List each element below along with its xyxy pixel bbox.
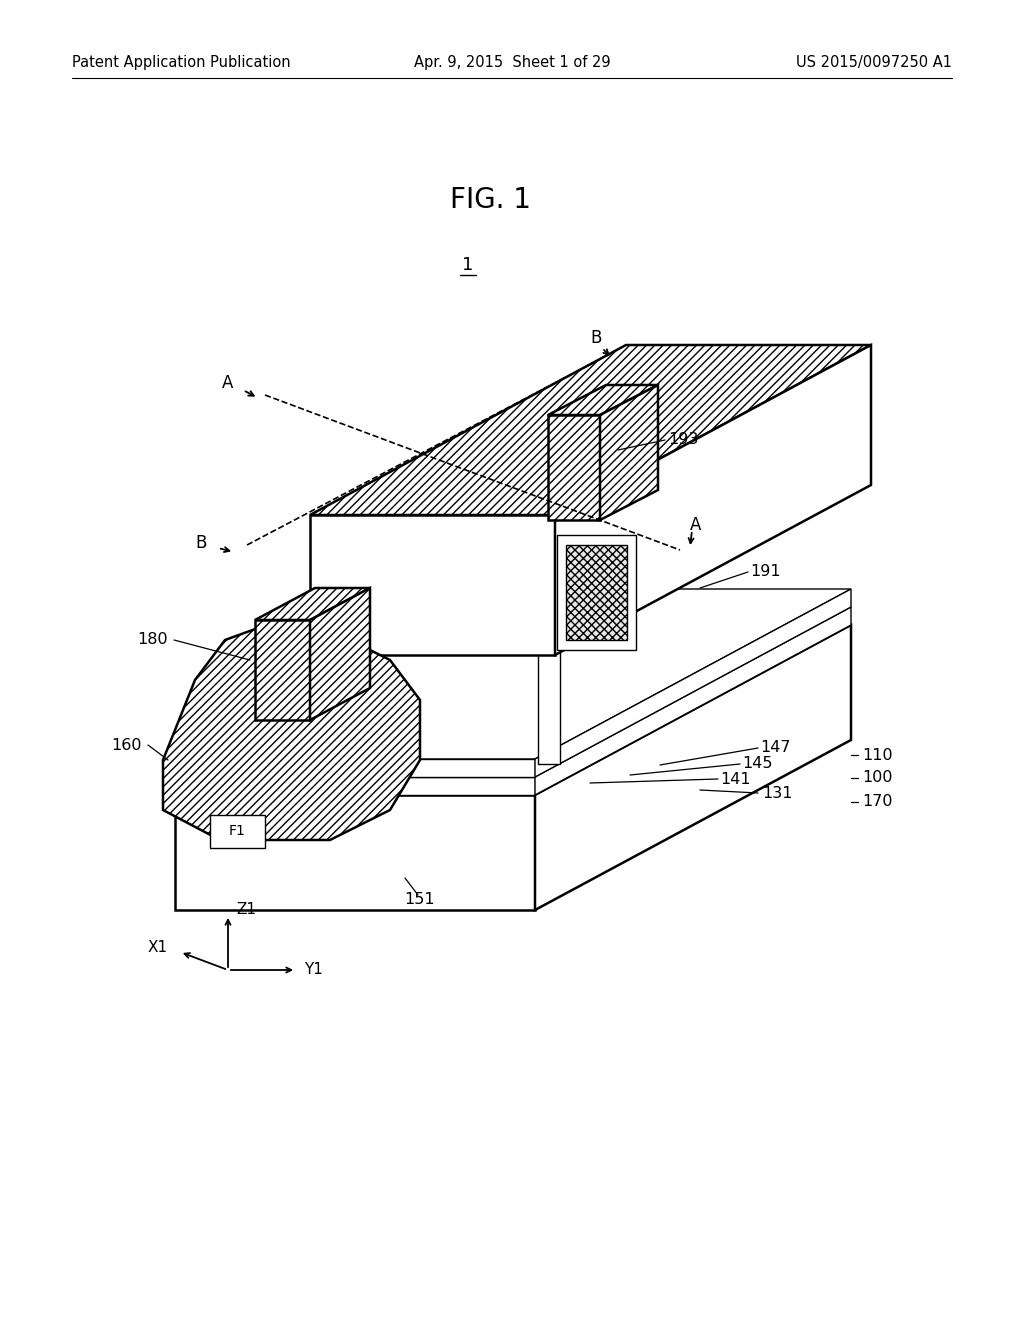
Polygon shape [175, 624, 851, 795]
Polygon shape [535, 607, 851, 795]
Text: FIG. 1: FIG. 1 [450, 186, 530, 214]
Text: 151: 151 [404, 892, 435, 908]
Polygon shape [175, 795, 535, 909]
Text: X1: X1 [147, 940, 168, 956]
Polygon shape [310, 515, 555, 655]
Text: 180: 180 [137, 632, 168, 648]
Polygon shape [210, 814, 265, 847]
Polygon shape [555, 345, 871, 655]
Text: 141: 141 [720, 771, 751, 787]
Text: 100: 100 [862, 771, 893, 785]
Text: Z1: Z1 [236, 903, 256, 917]
Polygon shape [600, 385, 658, 520]
Text: Patent Application Publication: Patent Application Publication [72, 54, 291, 70]
Text: A: A [690, 516, 701, 535]
Polygon shape [535, 624, 851, 909]
Text: 193: 193 [668, 433, 698, 447]
Text: 160: 160 [112, 738, 142, 752]
Text: 145: 145 [742, 756, 772, 771]
Polygon shape [548, 414, 600, 520]
Text: A: A [222, 374, 233, 392]
Text: F1: F1 [228, 824, 246, 838]
Polygon shape [175, 759, 535, 777]
Polygon shape [175, 589, 851, 759]
Polygon shape [255, 587, 370, 620]
Polygon shape [557, 535, 636, 649]
Polygon shape [175, 777, 535, 795]
Text: 147: 147 [760, 741, 791, 755]
Polygon shape [163, 620, 420, 840]
Polygon shape [538, 630, 560, 764]
Text: 110: 110 [862, 747, 893, 763]
Text: B: B [590, 329, 601, 347]
Polygon shape [175, 607, 851, 777]
Polygon shape [548, 385, 658, 414]
Polygon shape [255, 620, 310, 719]
Text: Y1: Y1 [304, 962, 323, 978]
Text: 170: 170 [862, 795, 893, 809]
Text: B: B [196, 535, 207, 552]
Text: 191: 191 [750, 565, 780, 579]
Text: 1: 1 [462, 256, 474, 275]
Text: Apr. 9, 2015  Sheet 1 of 29: Apr. 9, 2015 Sheet 1 of 29 [414, 54, 610, 70]
Polygon shape [566, 545, 627, 640]
Polygon shape [535, 589, 851, 777]
Polygon shape [310, 587, 370, 719]
Text: 131: 131 [762, 785, 793, 800]
Text: US 2015/0097250 A1: US 2015/0097250 A1 [796, 54, 952, 70]
Polygon shape [310, 345, 871, 515]
